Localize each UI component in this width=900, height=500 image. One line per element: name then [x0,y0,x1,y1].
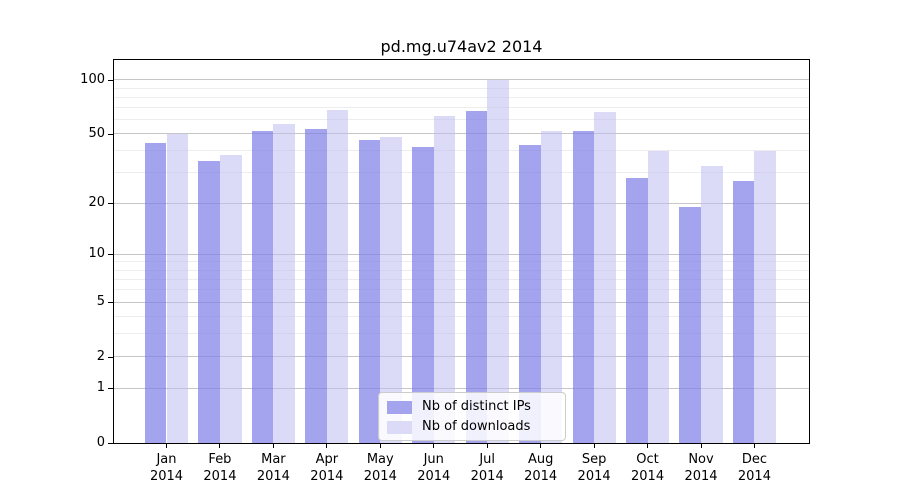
gridline-major [114,133,809,135]
bar-distinct-ips-jan [144,143,167,443]
bar-downloads-jan [166,133,189,443]
gridline-major [114,387,809,389]
y-tick-label: 50 [88,125,105,141]
x-tick-label: Apr 2014 [310,452,344,484]
x-tick-mark [272,444,274,448]
bar-distinct-ips-aug [519,145,541,443]
legend-label-distinct-ips: Nb of distinct IPs [422,399,531,414]
x-tick-mark [700,444,702,448]
x-tick-mark [593,444,595,448]
gridline-major [114,356,809,358]
bar-downloads-apr [326,109,349,443]
bar-distinct-ips-nov [679,207,701,443]
y-tick-mark [108,79,113,81]
legend-label-downloads: Nb of downloads [422,419,531,434]
x-tick-label: Jun 2014 [417,452,451,484]
chart-title: pd.mg.u74av2 2014 [380,37,543,56]
bar-distinct-ips-mar [251,130,274,443]
gridline-major [114,202,809,204]
bar-downloads-sep [594,112,616,443]
gridline-minor [114,278,809,280]
gridline-major [114,301,809,303]
bar-downloads-nov [701,165,723,443]
downloads-swatch-icon [387,420,412,434]
x-tick-mark [219,444,221,448]
y-tick-label: 5 [96,294,105,310]
x-tick-mark [540,444,542,448]
gridline-minor [114,119,809,121]
bar-downloads-jul [487,79,509,443]
y-tick-label: 0 [96,435,105,450]
y-tick-mark [108,302,113,304]
gridline-minor [114,96,809,98]
bar-distinct-ips-sep [572,130,595,443]
y-tick-label: 2 [96,348,105,364]
y-tick-label: 1 [96,380,105,396]
y-tick-mark [108,133,113,135]
x-tick-label: Dec 2014 [737,452,771,484]
gridline-major [114,79,809,81]
x-tick-mark [433,444,435,448]
y-tick-label: 20 [88,195,105,211]
y-tick-label: 10 [88,246,105,262]
bar-distinct-ips-dec [732,180,755,443]
plot-area: Nb of distinct IPs Nb of downloads [113,59,810,444]
legend-item-downloads: Nb of downloads [387,420,557,434]
gridline-minor [114,172,809,174]
x-tick-label: Jul 2014 [470,452,504,484]
y-tick-mark [108,388,113,390]
x-tick-label: Oct 2014 [631,452,665,484]
x-tick-label: Feb 2014 [203,452,237,484]
y-tick-mark [108,443,113,444]
bar-downloads-jun [433,115,456,443]
x-tick-label: Jan 2014 [149,452,184,484]
gridline-minor [114,269,809,271]
x-tick-mark [379,444,381,448]
x-tick-mark [647,444,649,448]
bar-downloads-may [380,136,402,443]
gridline-minor [114,315,809,317]
bar-distinct-ips-oct [625,178,648,443]
x-tick-label: Mar 2014 [256,452,290,484]
bar-downloads-mar [273,123,295,443]
x-tick-mark [486,444,488,448]
bar-downloads-aug [540,130,563,443]
bar-distinct-ips-apr [305,129,327,443]
bar-distinct-ips-feb [198,161,220,443]
x-tick-label: Aug 2014 [524,452,558,484]
bar-distinct-ips-jul [465,110,488,443]
x-tick-mark [753,444,755,448]
bar-downloads-dec [754,150,777,443]
y-tick-mark [108,203,113,205]
x-tick-label: Sep 2014 [577,452,611,484]
distinct-ips-swatch-icon [387,400,412,414]
gridline-minor [114,261,809,263]
x-tick-label: Nov 2014 [684,452,718,484]
y-tick-mark [108,254,113,256]
gridline-major [114,253,809,255]
bar-downloads-oct [647,150,670,443]
gridline-minor [114,333,809,335]
bar-distinct-ips-jun [412,147,434,443]
x-tick-mark [326,444,328,448]
legend: Nb of distinct IPs Nb of downloads [378,392,566,441]
gridline-minor [114,150,809,152]
gridline-minor [114,289,809,291]
x-tick-label: May 2014 [363,452,397,484]
x-tick-mark [166,444,167,448]
y-tick-label: 100 [80,71,105,87]
legend-item-distinct-ips: Nb of distinct IPs [387,400,557,414]
bar-downloads-feb [219,154,242,443]
bar-distinct-ips-may [358,140,381,443]
gridline-minor [114,107,809,109]
y-tick-mark [108,356,113,358]
gridline-minor [114,87,809,89]
